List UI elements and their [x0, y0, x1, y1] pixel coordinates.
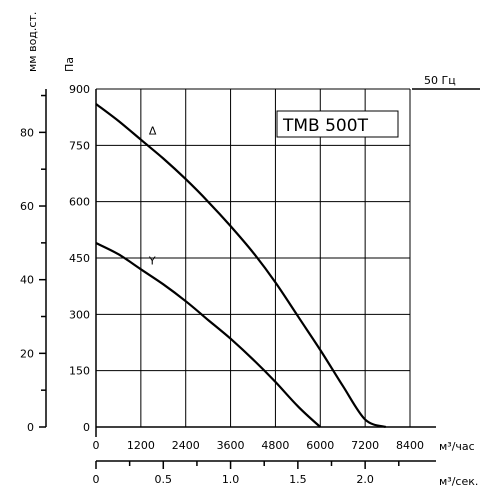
x-tick-label: 4800: [261, 439, 289, 452]
grid-layer: [96, 88, 411, 427]
y-axis-unit-pa: Па: [63, 57, 76, 72]
x-tick-label: 3600: [217, 439, 245, 452]
x-secondary-tick-label: 1.5: [289, 473, 307, 486]
series-label: Δ: [149, 125, 157, 138]
y-secondary-tick-label: 40: [20, 274, 34, 287]
series-line-delta: [95, 103, 387, 429]
y-tick-label: 600: [69, 196, 90, 209]
x-secondary-tick-label: 1.0: [222, 473, 240, 486]
x-secondary-tick-label: 2.0: [356, 473, 374, 486]
x-tick-label: 0: [93, 439, 100, 452]
frequency-label: 50 Гц: [424, 74, 456, 87]
model-label-box: TMB 500T: [276, 110, 399, 138]
x-secondary-tick-label: 0.5: [155, 473, 173, 486]
y-tick-label: 0: [83, 421, 90, 434]
x-tick-label: 6000: [306, 439, 334, 452]
x-tick-label: 1200: [127, 439, 155, 452]
series-layer: [95, 103, 387, 429]
axis-layer: [39, 89, 436, 469]
x-tick-label: 2400: [172, 439, 200, 452]
model-label: TMB 500T: [282, 116, 369, 136]
x-tick-label: 8400: [396, 439, 424, 452]
y-secondary-tick-label: 80: [20, 126, 34, 139]
series-label: Y: [148, 254, 156, 267]
y-tick-label: 450: [69, 252, 90, 265]
y-tick-label: 150: [69, 365, 90, 378]
y-tick-label: 900: [69, 83, 90, 96]
y-tick-label: 300: [69, 308, 90, 321]
y-tick-label: 750: [69, 139, 90, 152]
x-secondary-tick-label: 0: [93, 473, 100, 486]
y-axis-unit-mm: мм вод.ст.: [26, 12, 39, 72]
x-axis-unit-m3h: м³/час: [439, 440, 475, 453]
x-axis-unit-m3s: м³/сек.: [439, 475, 478, 488]
y-secondary-tick-label: 0: [27, 421, 34, 434]
y-secondary-tick-label: 60: [20, 200, 34, 213]
x-tick-label: 7200: [351, 439, 379, 452]
series-line-y: [95, 242, 322, 428]
y-secondary-tick-label: 20: [20, 347, 34, 360]
